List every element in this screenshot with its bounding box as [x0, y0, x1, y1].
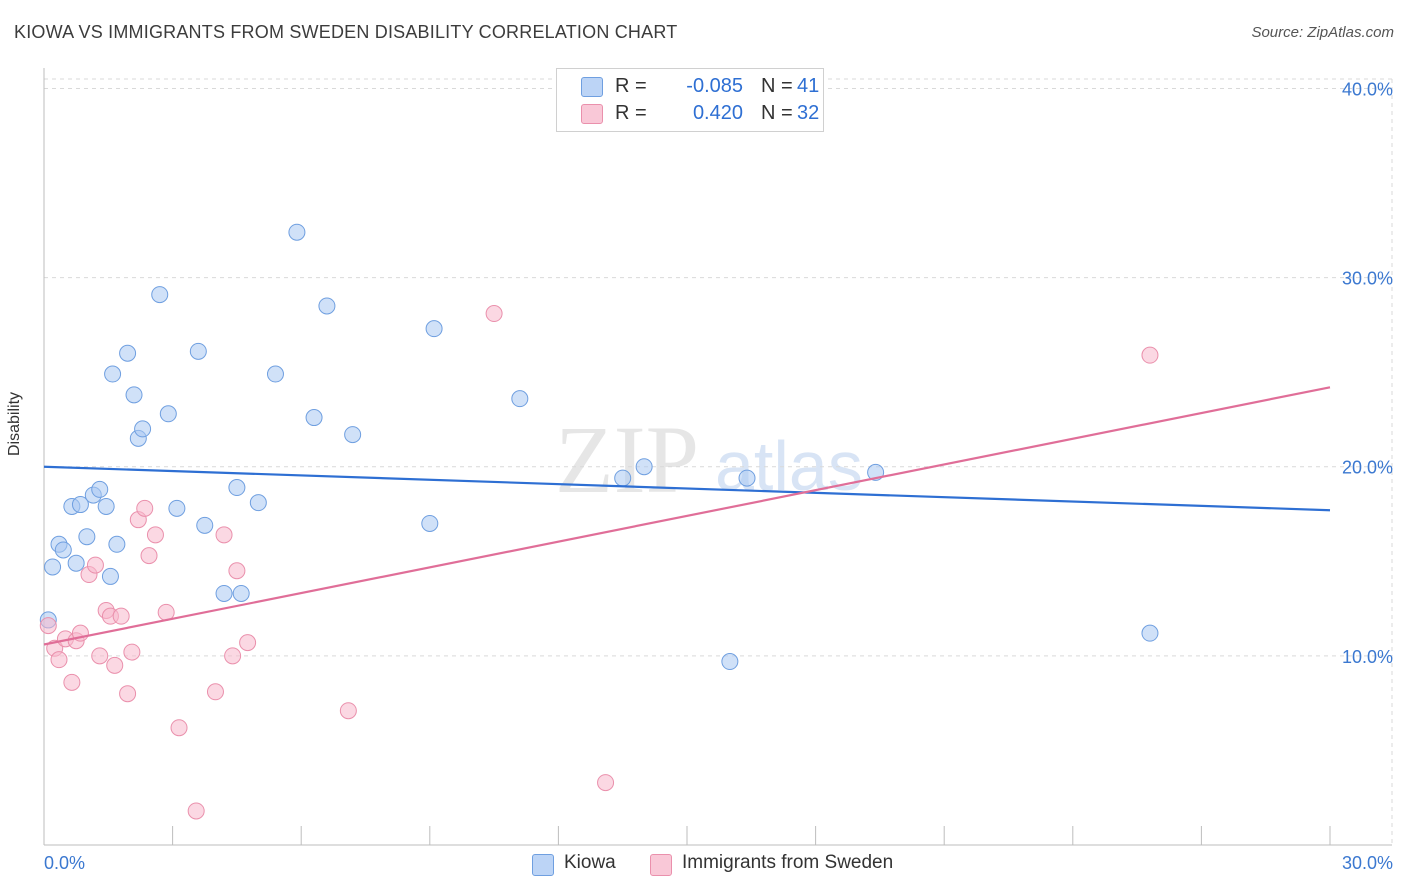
source-label: Source: ZipAtlas.com: [1251, 24, 1394, 41]
kiowa-point: [738, 469, 756, 487]
kiowa-point: [101, 567, 119, 585]
kiowa-n-label: N =: [761, 75, 793, 97]
kiowa-point: [196, 516, 214, 534]
kiowa-point: [91, 480, 109, 498]
kiowa-point: [97, 497, 115, 515]
sweden-point: [136, 499, 154, 517]
sweden-point: [50, 651, 68, 669]
kiowa-point: [421, 514, 439, 532]
kiowa-point: [44, 558, 62, 576]
watermark-zip: ZIP: [555, 406, 699, 513]
kiowa-point: [78, 528, 96, 546]
sweden-point: [339, 702, 357, 720]
kiowa-point: [511, 390, 529, 408]
sweden-point: [239, 634, 257, 652]
kiowa-point: [104, 365, 122, 383]
sweden-n-label: N =: [761, 102, 793, 124]
y-tick-label: 20.0%: [1342, 458, 1393, 478]
sweden-point: [228, 562, 246, 580]
sweden-point: [485, 305, 503, 323]
sweden-r-value: 0.420: [692, 102, 743, 124]
kiowa-point: [425, 320, 443, 338]
y-axis-label: Disability: [6, 391, 23, 456]
sweden-r-label: R =: [615, 102, 647, 124]
kiowa-point: [215, 584, 233, 602]
sweden-point: [63, 673, 81, 691]
kiowa-point: [151, 286, 169, 304]
sweden-point: [1141, 346, 1159, 364]
kiowa-point: [67, 554, 85, 572]
kiowa-swatch: [581, 77, 603, 97]
x-tick-label-min: 0.0%: [44, 853, 85, 873]
sweden-point: [91, 647, 109, 665]
kiowa-point: [305, 409, 323, 427]
kiowa-point: [228, 479, 246, 497]
x-tick-label-max: 30.0%: [1342, 853, 1393, 873]
kiowa-point: [168, 499, 186, 517]
sweden-point: [140, 547, 158, 565]
kiowa-point: [71, 496, 89, 514]
kiowa-point: [232, 584, 250, 602]
kiowa-point: [249, 494, 267, 512]
kiowa-point: [288, 223, 306, 241]
kiowa-r-label: R =: [615, 75, 647, 97]
sweden-point: [39, 617, 57, 635]
kiowa-point: [344, 426, 362, 444]
sweden-trend-line: [43, 386, 1331, 646]
kiowa-point: [119, 344, 137, 362]
sweden-point: [187, 802, 205, 820]
sweden-point: [206, 683, 224, 701]
bottom-legend-sweden: Immigrants from Sweden: [682, 852, 894, 873]
bottom-legend-sweden-swatch: [650, 854, 672, 876]
kiowa-point: [266, 365, 284, 383]
sweden-point: [86, 556, 104, 574]
sweden-point: [119, 685, 137, 703]
sweden-point: [112, 607, 130, 625]
kiowa-point: [159, 405, 177, 423]
kiowa-n-value: 41: [797, 75, 820, 97]
y-tick-label: 30.0%: [1342, 269, 1393, 289]
sweden-point: [224, 647, 242, 665]
sweden-swatch: [581, 104, 603, 124]
sweden-point: [597, 774, 615, 792]
kiowa-trend-line: [43, 465, 1331, 512]
kiowa-r-value: -0.085: [686, 75, 743, 97]
kiowa-point: [318, 297, 336, 315]
kiowa-point: [125, 386, 143, 404]
kiowa-point: [614, 469, 632, 487]
kiowa-point: [1141, 624, 1159, 642]
sweden-point: [106, 656, 124, 674]
correlation-legend: R = -0.085 N = 41 R = 0.420 N = 32: [556, 68, 824, 132]
sweden-point: [123, 643, 141, 661]
y-tick-label: 40.0%: [1342, 79, 1393, 99]
kiowa-point: [54, 541, 72, 559]
kiowa-point: [134, 420, 152, 438]
sweden-point: [146, 526, 164, 544]
kiowa-point: [189, 342, 207, 360]
sweden-n-value: 32: [797, 102, 820, 124]
bottom-legend-kiowa: Kiowa: [564, 852, 616, 873]
sweden-point: [170, 719, 188, 737]
kiowa-point: [108, 535, 126, 553]
kiowa-point: [721, 653, 739, 671]
kiowa-point: [635, 458, 653, 476]
chart-title: KIOWA VS IMMIGRANTS FROM SWEDEN DISABILI…: [14, 22, 678, 42]
bottom-legend-kiowa-swatch: [532, 854, 554, 876]
y-tick-label: 10.0%: [1342, 647, 1393, 667]
sweden-point: [215, 526, 233, 544]
